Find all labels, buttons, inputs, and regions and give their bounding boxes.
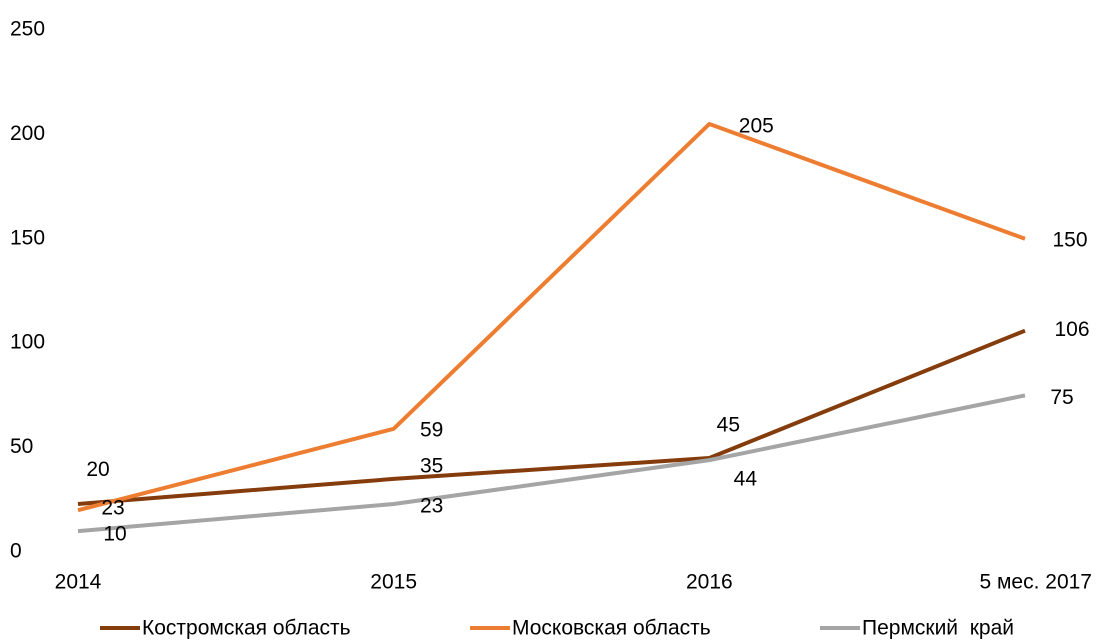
- data-label: 20: [86, 458, 109, 481]
- x-tick-label: 2014: [55, 571, 102, 594]
- x-tick-label: 2015: [370, 571, 417, 594]
- legend-label: Пермский край: [862, 617, 1014, 640]
- y-tick-label: 100: [10, 331, 45, 354]
- legend-label: Московская область: [512, 617, 711, 640]
- series-line: [77, 393, 1026, 534]
- series-line: [77, 328, 1026, 506]
- y-tick-label: 50: [10, 435, 33, 458]
- x-tick-label: 5 мес. 2017: [979, 571, 1092, 594]
- series-line: [77, 121, 1026, 513]
- data-label: 23: [420, 495, 443, 518]
- data-label: 59: [420, 418, 443, 441]
- data-label: 75: [1050, 386, 1073, 409]
- y-tick-label: 200: [10, 122, 45, 145]
- data-label: 45: [717, 414, 740, 437]
- data-label: 35: [420, 454, 443, 477]
- data-label: 106: [1054, 318, 1089, 341]
- y-tick-label: 250: [10, 18, 45, 41]
- x-tick-label: 2016: [686, 571, 733, 594]
- data-label: 10: [103, 523, 126, 546]
- data-label: 23: [101, 497, 124, 520]
- data-label: 150: [1052, 228, 1087, 251]
- legend-label: Костромская область: [142, 617, 351, 640]
- y-tick-label: 150: [10, 226, 45, 249]
- data-label: 44: [734, 468, 758, 491]
- data-label: 205: [739, 115, 774, 138]
- y-tick-label: 0: [10, 540, 22, 563]
